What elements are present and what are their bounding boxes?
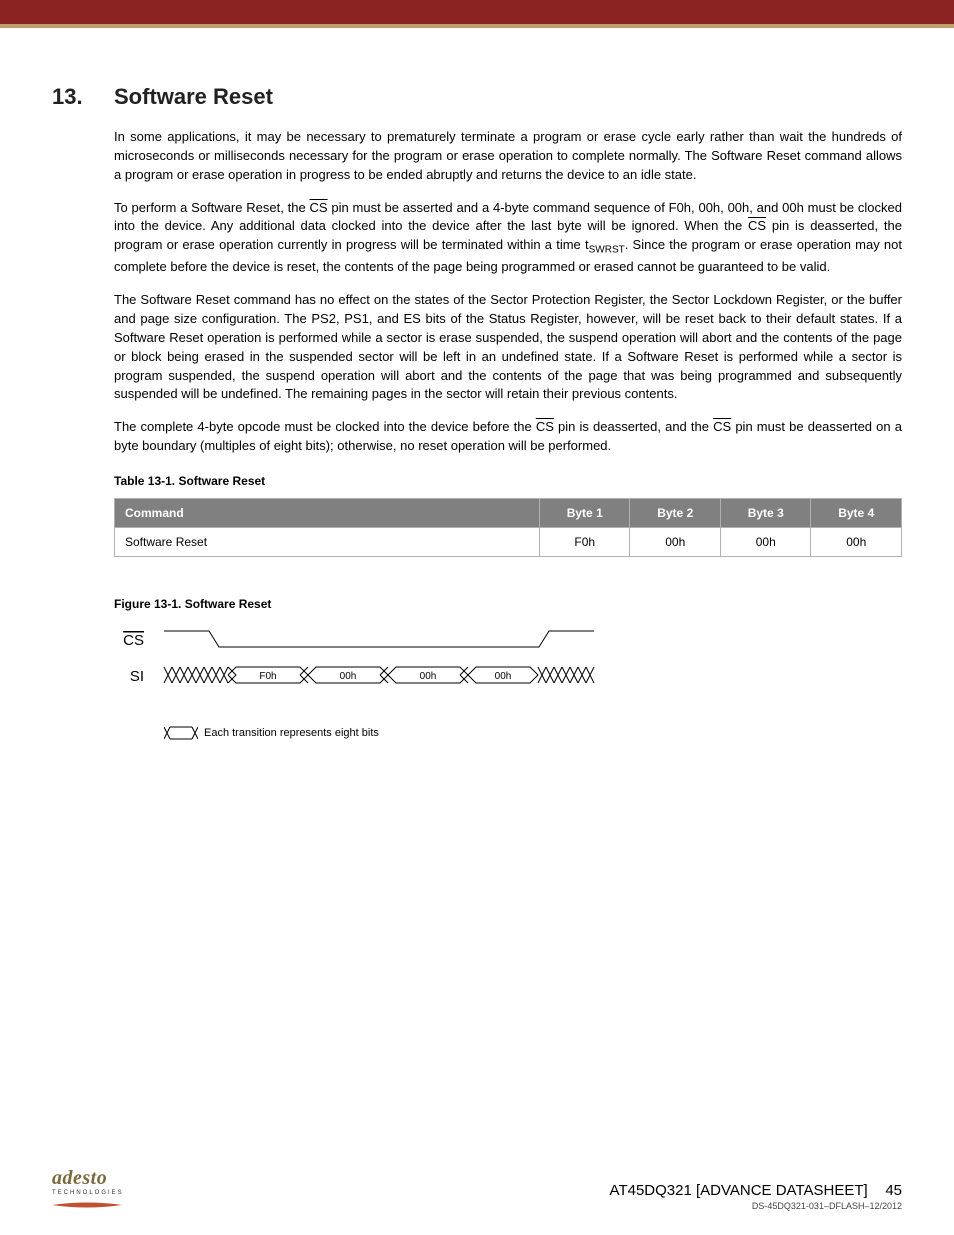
doc-title: AT45DQ321 [ADVANCE DATASHEET]: [610, 1182, 868, 1199]
paragraph-3: The Software Reset command has no effect…: [114, 291, 902, 404]
logo-subtext: TECHNOLOGIES: [52, 1190, 124, 1196]
si-lead-hatch: [164, 667, 228, 683]
figure-legend: Each transition represents eight bits: [164, 726, 902, 740]
section-title: Software Reset: [114, 84, 273, 110]
td-byte3: 00h: [720, 527, 811, 556]
td-byte2: 00h: [630, 527, 721, 556]
doc-id: DS-45DQ321-031–DFLASH–12/2012: [610, 1201, 902, 1211]
p4-b: pin is deasserted, and the: [554, 419, 713, 434]
si-signal-label: SI: [130, 668, 144, 685]
table-row: Software Reset F0h 00h 00h 00h: [115, 527, 902, 556]
section-heading: 13. Software Reset: [52, 84, 902, 110]
td-byte1: F0h: [539, 527, 630, 556]
td-byte4: 00h: [811, 527, 902, 556]
software-reset-table: Command Byte 1 Byte 2 Byte 3 Byte 4 Soft…: [114, 498, 902, 557]
si-byte-2: 00h: [420, 671, 437, 682]
page-footer: adesto TECHNOLOGIES AT45DQ321 [ADVANCE D…: [0, 1167, 954, 1211]
th-byte1: Byte 1: [539, 498, 630, 527]
paragraph-2: To perform a Software Reset, the CS pin …: [114, 199, 902, 278]
table-header-row: Command Byte 1 Byte 2 Byte 3 Byte 4: [115, 498, 902, 527]
si-byte-3: 00h: [495, 671, 512, 682]
footer-right: AT45DQ321 [ADVANCE DATASHEET] 45 DS-45DQ…: [610, 1182, 902, 1211]
p4-a: The complete 4-byte opcode must be clock…: [114, 419, 536, 434]
cs-pin: CS: [748, 218, 766, 233]
th-byte4: Byte 4: [811, 498, 902, 527]
page-content: 13. Software Reset In some applications,…: [0, 28, 954, 740]
header-bar: [0, 0, 954, 28]
swrst-sub: SWRST: [589, 245, 625, 256]
figure-caption: Figure 13-1. Software Reset: [114, 597, 902, 611]
cs-pin: CS: [713, 419, 731, 434]
section-number: 13.: [52, 84, 114, 110]
paragraph-4: The complete 4-byte opcode must be clock…: [114, 418, 902, 456]
timing-svg: CS SI: [114, 623, 614, 703]
cs-pin: CS: [536, 419, 554, 434]
th-byte2: Byte 2: [630, 498, 721, 527]
cs-signal-label: CS: [123, 632, 144, 649]
si-byte-1: 00h: [340, 671, 357, 682]
th-command: Command: [115, 498, 540, 527]
cs-pin: CS: [310, 200, 328, 215]
logo-swoosh-icon: [52, 1202, 122, 1208]
timing-diagram: CS SI: [114, 623, 902, 740]
th-byte3: Byte 3: [720, 498, 811, 527]
td-command: Software Reset: [115, 527, 540, 556]
si-trail-hatch: [538, 667, 594, 683]
page-number: 45: [885, 1182, 902, 1199]
table-caption: Table 13-1. Software Reset: [114, 474, 902, 488]
footer-logo: adesto TECHNOLOGIES: [52, 1167, 124, 1211]
legend-text: Each transition represents eight bits: [204, 727, 379, 739]
cs-waveform: [164, 631, 594, 647]
p2-a: To perform a Software Reset, the: [114, 200, 310, 215]
paragraph-1: In some applications, it may be necessar…: [114, 128, 902, 185]
legend-icon: [164, 726, 198, 740]
si-byte-0: F0h: [259, 671, 276, 682]
logo-text: adesto: [52, 1167, 124, 1190]
